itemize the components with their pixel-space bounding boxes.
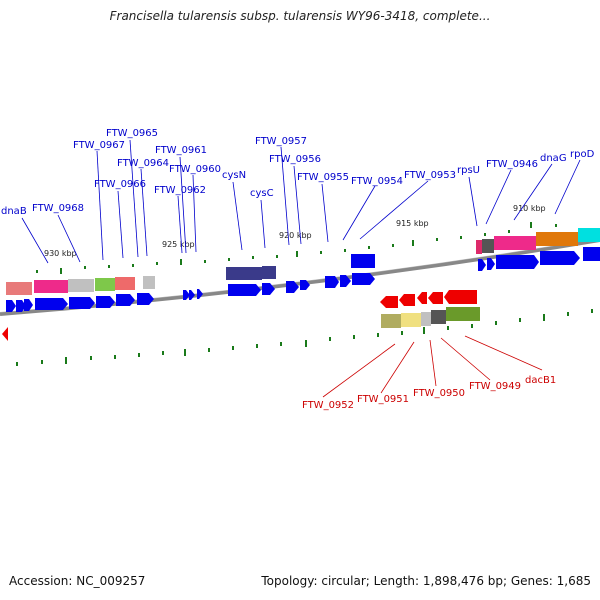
gene-label: cysC [250,188,274,199]
gene-label: FTW_0962 [154,185,206,196]
gene-arrow [380,296,398,308]
genome-stats: Topology: circular; Length: 1,898,476 bp… [261,574,591,588]
forward-labels: dnaB FTW_0968 FTW_0967 FTW_0965 FTW_0966… [1,128,595,217]
gene-arrow [189,290,195,300]
gene-label: rpoD [570,149,595,160]
gene-label: dnaG [540,153,567,164]
accession-label: Accession: NC_009257 [9,574,146,588]
tick-marks-bottom [16,309,593,366]
gene-label: FTW_0960 [169,164,221,175]
gene-label: FTW_0950 [413,388,465,399]
gene-label: FTW_0964 [117,158,169,169]
cog-bars-reverse [381,307,480,328]
gene-arrow [352,273,375,285]
gene-arrow [16,300,26,312]
gene-label: FTW_0968 [32,203,84,214]
gene-label: rpsU [457,165,480,176]
gene-label: cysN [222,170,246,181]
gene-label: FTW_0956 [269,154,321,165]
gene-label: FTW_0953 [404,170,456,181]
gene-arrow [2,327,8,341]
reverse-genes[interactable] [2,290,477,341]
gene-label: FTW_0955 [297,172,349,183]
cog-bars-forward-right [476,228,600,254]
gene-arrow [286,281,299,293]
gene-arrow [116,294,135,306]
gene-label: FTW_0951 [357,394,409,405]
cog-bars-forward [6,266,276,295]
gene-arrow [6,300,16,312]
gene-arrow [444,290,477,304]
gene-label: dacB1 [525,375,556,386]
kbp-label: 920 kbp [279,231,312,240]
gene-label: FTW_0961 [155,145,207,156]
gene-arrow [496,255,539,269]
gene-arrow [137,293,154,305]
gene-arrow [325,276,339,288]
gene-arrow [228,284,261,296]
gene-arrow [540,251,580,265]
reverse-labels: FTW_0952 FTW_0951 FTW_0950 FTW_0949 dacB… [302,375,556,411]
gene-arrow [96,296,115,308]
kbp-label: 925 kbp [162,240,195,249]
gene-arrow [583,247,600,261]
gene-arrow [24,299,33,311]
gene-arrow [300,280,310,290]
gene-arrow [487,258,495,270]
gene-arrow [478,259,486,271]
gene-arrow [428,292,443,304]
gene-label: FTW_0966 [94,179,146,190]
gene-label: FTW_0967 [73,140,125,151]
gene-arrow [183,290,190,300]
gene-arrow [399,294,415,306]
gene-arrow [417,292,427,304]
reverse-leaders [322,335,543,398]
kbp-label: 915 kbp [396,219,429,228]
gene-label: FTW_0946 [486,159,538,170]
gene-arrow [262,283,275,295]
gene-box [351,254,375,268]
forward-leaders [21,139,581,264]
gene-label: FTW_0952 [302,400,354,411]
gene-label: FTW_0965 [106,128,158,139]
forward-genes[interactable] [6,247,600,312]
gene-arrow [197,289,203,299]
gene-label: dnaB [1,206,27,217]
kbp-label: 930 kbp [44,249,77,258]
gene-label: FTW_0949 [469,381,521,392]
kbp-label: 910 kbp [513,204,546,213]
gene-label: FTW_0957 [255,136,307,147]
map-title: Francisella tularensis subsp. tularensis… [109,9,491,23]
gene-arrow [35,298,68,310]
gene-arrow [69,297,95,309]
gene-arrow [340,275,351,287]
tick-marks-top [36,222,557,274]
gene-label: FTW_0954 [351,176,403,187]
